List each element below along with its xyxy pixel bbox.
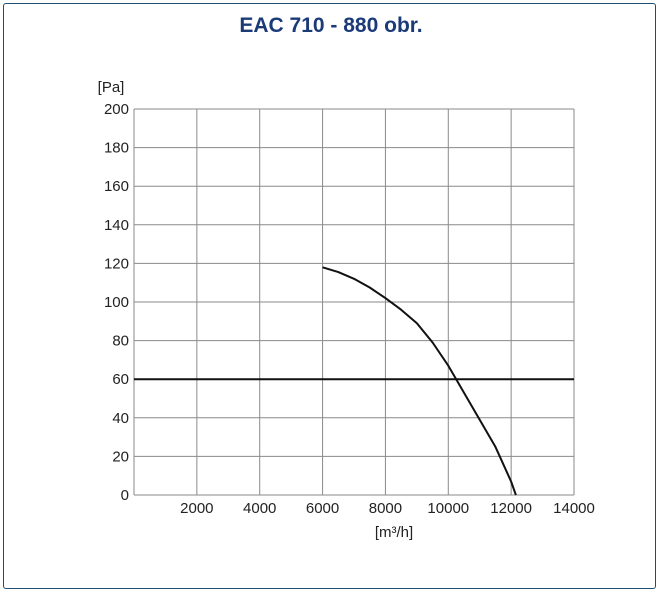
- chart-title: EAC 710 - 880 obr.: [239, 14, 423, 37]
- y-tick-label: 60: [112, 371, 129, 388]
- series-layer: [134, 266, 574, 496]
- y-tick-label: 140: [104, 217, 129, 234]
- grid-lines: [133, 108, 575, 496]
- y-tick-label: 160: [104, 178, 129, 195]
- chart-frame: [3, 3, 656, 589]
- fan-curve-line: [322, 266, 517, 496]
- x-tick-label: 12000: [490, 500, 532, 517]
- y-tick-label: 80: [112, 333, 129, 350]
- y-tick-label: 100: [104, 294, 129, 311]
- x-tick-label: 6000: [306, 500, 339, 517]
- y-tick-label: 40: [112, 410, 129, 427]
- y-tick-label: 20: [112, 448, 129, 465]
- y-axis-label: [Pa]: [98, 79, 125, 96]
- x-axis-label: [m³/h]: [375, 524, 413, 541]
- x-tick-label: 14000: [553, 500, 595, 517]
- x-tick-labels: 2000 4000 6000 8000 10000 12000 14000: [180, 500, 595, 517]
- y-tick-label: 180: [104, 140, 129, 157]
- y-tick-label: 0: [121, 487, 129, 504]
- x-tick-label: 8000: [369, 500, 402, 517]
- x-tick-label: 10000: [427, 500, 469, 517]
- y-tick-labels: 0 20 40 60 80 100 120 140 160 180 200: [104, 101, 129, 504]
- y-tick-label: 200: [104, 101, 129, 118]
- y-tick-label: 120: [104, 255, 129, 272]
- x-tick-label: 4000: [243, 500, 276, 517]
- x-tick-label: 2000: [180, 500, 213, 517]
